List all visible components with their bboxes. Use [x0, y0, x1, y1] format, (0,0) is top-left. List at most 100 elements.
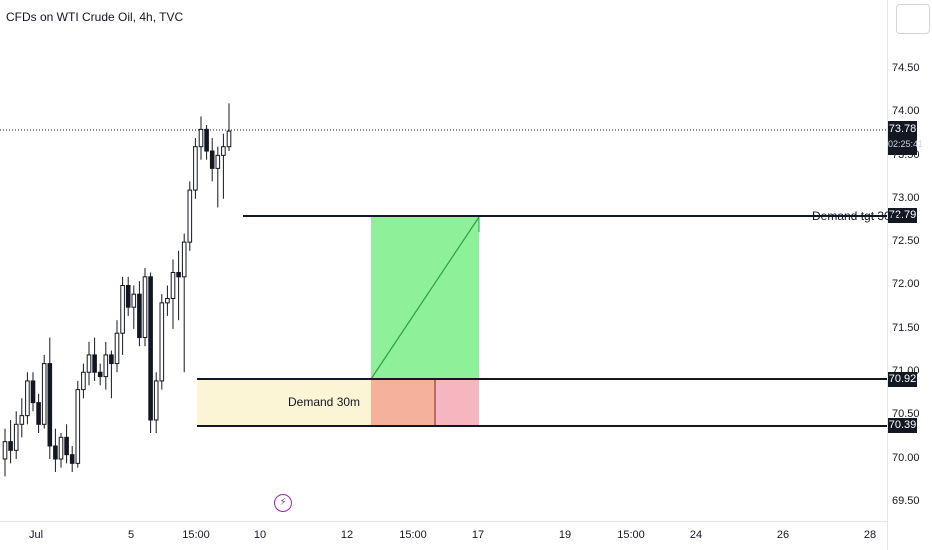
- candle-body: [193, 146, 198, 191]
- candles: [2, 103, 232, 477]
- candle-body: [19, 415, 25, 425]
- candle-body: [58, 436, 64, 460]
- candle-body: [148, 276, 153, 421]
- demand-zone-label: Demand 30m: [288, 395, 361, 409]
- candle: [36, 393, 41, 433]
- candle: [114, 320, 120, 373]
- candle: [148, 272, 153, 433]
- candle: [103, 341, 109, 390]
- candle-body: [30, 380, 36, 404]
- candle-body: [159, 302, 165, 382]
- candle-body: [187, 189, 193, 243]
- candle-body: [120, 285, 125, 334]
- position-diagonal: [370, 216, 480, 380]
- date-axis-line: [0, 521, 887, 522]
- candle: [86, 341, 92, 386]
- candle-body: [36, 402, 41, 425]
- candle-body: [198, 128, 204, 148]
- candle-body: [226, 130, 232, 148]
- y-tick: 70.00: [892, 452, 920, 464]
- candle: [165, 285, 170, 316]
- candle-body: [215, 154, 221, 169]
- current-price-label: 73.78 02:25:41: [888, 121, 924, 155]
- target-price-label: 72.79: [888, 208, 917, 223]
- candle: [58, 432, 64, 468]
- candle-body: [92, 354, 97, 373]
- y-tick: 72.50: [892, 235, 920, 247]
- x-tick: 5: [127, 529, 135, 541]
- demand-top-price-label: 70.92: [888, 372, 917, 387]
- candle-body: [53, 445, 58, 460]
- candle-body: [209, 150, 215, 169]
- current-price: 73.78: [888, 123, 917, 135]
- x-tick: 15:00: [399, 529, 427, 541]
- chart-title: CFDs on WTI Crude Oil, 4h, TVC: [6, 10, 184, 24]
- target-line-label: Demand tgt 30m: [812, 209, 901, 223]
- candle-body: [25, 380, 30, 417]
- candle: [153, 372, 159, 433]
- candle-body: [69, 454, 75, 464]
- candle-body: [47, 363, 53, 447]
- candle: [159, 294, 165, 390]
- candle-body: [221, 146, 226, 156]
- candle-body: [114, 332, 120, 365]
- y-tick: 74.00: [892, 105, 920, 117]
- candle: [8, 419, 13, 464]
- y-tick: 70.50: [892, 408, 920, 420]
- candle-body: [86, 354, 92, 373]
- toolbar-button[interactable]: [896, 4, 930, 34]
- candle: [64, 424, 69, 464]
- candle: [19, 398, 25, 438]
- y-tick: 71.50: [892, 322, 920, 334]
- x-tick: 24: [689, 529, 703, 541]
- candle: [30, 372, 36, 412]
- demand-zone: [197, 379, 371, 426]
- x-tick: Jul: [28, 529, 44, 541]
- candle-body: [109, 354, 114, 365]
- candle: [120, 276, 125, 355]
- candle: [181, 233, 187, 373]
- candle-body: [81, 371, 86, 391]
- candle-body: [204, 128, 209, 152]
- candle-body: [170, 271, 176, 300]
- candle-body: [75, 389, 81, 464]
- candle: [109, 350, 114, 399]
- lightning-event-icon[interactable]: ⚡: [274, 494, 292, 512]
- candle: [47, 337, 53, 459]
- x-tick: 28: [863, 529, 877, 541]
- candle: [187, 181, 193, 251]
- candle: [226, 103, 232, 152]
- candle: [125, 276, 131, 316]
- candle: [69, 445, 75, 473]
- candle: [198, 116, 204, 160]
- candle-body: [13, 423, 19, 451]
- candle-body: [131, 293, 137, 308]
- candle-body: [142, 276, 148, 339]
- candle: [2, 428, 8, 477]
- candle-body: [97, 371, 103, 378]
- candle-body: [103, 354, 109, 378]
- candle-body: [165, 298, 170, 304]
- candle: [215, 146, 221, 208]
- bar-countdown: 02:25:41: [888, 139, 924, 149]
- candle: [81, 363, 86, 399]
- x-tick: 26: [776, 529, 790, 541]
- candle: [97, 363, 103, 386]
- candle: [170, 259, 176, 329]
- candle: [204, 125, 209, 160]
- demand-bottom-price-label: 70.39: [888, 418, 917, 433]
- candle: [221, 133, 226, 199]
- candle: [131, 285, 137, 329]
- candle-body: [41, 363, 47, 425]
- x-tick: 15:00: [617, 529, 645, 541]
- candle: [209, 138, 215, 182]
- candle-body: [137, 293, 142, 339]
- candle-body: [64, 436, 69, 456]
- x-tick: 17: [471, 529, 485, 541]
- candle: [75, 380, 81, 468]
- candle: [193, 138, 198, 199]
- x-tick: 12: [340, 529, 354, 541]
- price-axis-separator: [887, 0, 888, 550]
- x-tick: 10: [253, 529, 267, 541]
